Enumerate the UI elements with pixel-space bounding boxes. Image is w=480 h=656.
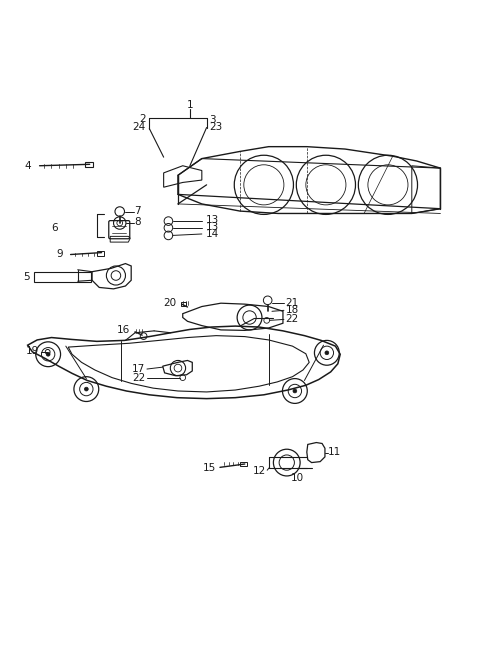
Text: 5: 5: [24, 272, 30, 282]
Text: 20: 20: [163, 298, 177, 308]
Text: 6: 6: [51, 223, 58, 233]
Bar: [97, 251, 104, 256]
Text: 13: 13: [205, 222, 219, 232]
Text: 19: 19: [25, 346, 38, 356]
Text: 10: 10: [291, 473, 304, 483]
Text: 8: 8: [134, 216, 141, 226]
Text: 23: 23: [209, 122, 223, 132]
Text: 21: 21: [285, 298, 299, 308]
Text: 2: 2: [139, 114, 145, 125]
Text: 22: 22: [285, 314, 299, 325]
Bar: [181, 302, 186, 306]
Text: 7: 7: [134, 205, 141, 216]
Text: 4: 4: [24, 161, 31, 171]
Text: 13: 13: [205, 215, 219, 225]
Text: 9: 9: [57, 249, 63, 259]
Bar: [34, 272, 91, 281]
Text: 18: 18: [285, 305, 299, 316]
Text: 11: 11: [328, 447, 341, 457]
Text: 22: 22: [132, 373, 145, 382]
Text: 12: 12: [253, 466, 266, 476]
Text: 24: 24: [132, 121, 145, 132]
Text: 1: 1: [187, 100, 193, 110]
Circle shape: [325, 351, 329, 355]
Circle shape: [293, 389, 297, 393]
Text: 3: 3: [209, 115, 216, 125]
Circle shape: [46, 352, 50, 356]
Circle shape: [84, 387, 88, 391]
Text: 15: 15: [203, 463, 216, 473]
Text: 16: 16: [117, 325, 130, 335]
Text: 17: 17: [132, 364, 145, 374]
Bar: [85, 162, 94, 167]
Text: 14: 14: [205, 229, 219, 239]
Bar: [240, 462, 247, 466]
